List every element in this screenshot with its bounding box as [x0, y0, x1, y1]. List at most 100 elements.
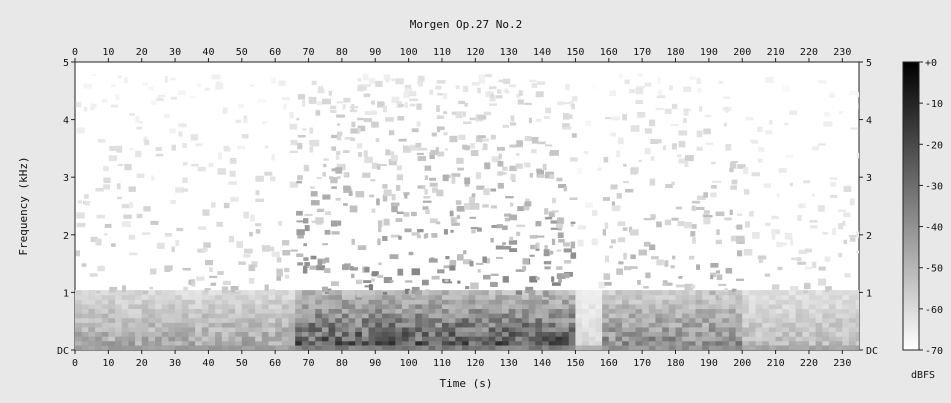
spectro-cell — [75, 313, 83, 319]
spectro-cell — [209, 275, 218, 278]
spectro-cell — [729, 168, 734, 173]
spectro-cell — [417, 185, 424, 189]
spectro-cell — [742, 336, 750, 342]
spectro-cell — [463, 145, 470, 151]
spectro-cell — [441, 336, 450, 342]
spectro-cell — [121, 331, 129, 337]
spectro-cell — [488, 340, 496, 346]
spectro-cell — [608, 317, 616, 323]
spectro-cell — [455, 299, 463, 305]
spectro-cell — [377, 274, 384, 279]
spectro-cell — [662, 331, 670, 337]
spectro-cell — [728, 322, 737, 328]
spectro-cell — [671, 103, 678, 110]
spectro-cell — [728, 326, 737, 333]
spectro-cell — [148, 313, 156, 319]
spectro-cell — [702, 322, 710, 328]
spectro-cell — [625, 188, 634, 193]
spectro-cell — [322, 194, 331, 200]
spectro-cell — [649, 244, 656, 251]
spectro-cell — [301, 294, 310, 300]
spectro-cell — [81, 331, 89, 337]
spectro-cell — [638, 249, 648, 256]
spectro-cell — [268, 294, 276, 300]
spectro-cell — [536, 242, 540, 249]
spectro-cell — [588, 336, 596, 342]
spectro-cell — [615, 290, 623, 296]
spectro-cell — [249, 231, 253, 237]
spectro-cell — [762, 326, 770, 333]
spectro-cell — [341, 264, 349, 271]
spectro-cell — [415, 313, 423, 319]
spectro-cell — [702, 340, 710, 346]
spectro-cell — [395, 326, 403, 333]
spectro-cell — [748, 331, 757, 337]
spectro-cell — [358, 152, 363, 157]
spectro-cell — [542, 308, 550, 314]
spectro-cell — [648, 340, 656, 346]
spectro-cell — [342, 104, 346, 110]
spectro-cell — [89, 273, 98, 277]
spectro-cell — [377, 164, 387, 167]
spectro-cell — [121, 340, 129, 346]
spectro-cell — [522, 326, 530, 333]
spectro-cell — [528, 331, 536, 337]
spectro-cell — [215, 322, 223, 328]
spectro-cell — [315, 294, 323, 300]
spectro-cell — [709, 291, 719, 295]
spectro-cell — [455, 111, 463, 119]
spectro-cell — [304, 213, 313, 217]
spectro-cell — [271, 154, 275, 161]
spectro-cell — [568, 294, 576, 300]
spectro-cell — [516, 153, 520, 156]
spectro-cell — [363, 150, 368, 158]
spectro-cell — [422, 206, 429, 210]
spectro-cell — [518, 90, 523, 96]
spectro-cell — [516, 224, 526, 228]
x-tick-top-label: 180 — [666, 47, 684, 58]
spectro-cell — [148, 299, 156, 305]
spectro-cell — [175, 313, 183, 319]
spectro-cell — [769, 119, 773, 125]
spectro-cell — [382, 291, 388, 295]
x-tick-bottom-label: 120 — [466, 358, 484, 369]
spectro-cell — [488, 303, 496, 310]
spectro-cell — [275, 322, 283, 328]
spectro-cell — [321, 340, 330, 346]
spectro-cell — [768, 340, 777, 346]
spectro-cell — [343, 173, 349, 177]
spectro-cell — [802, 331, 810, 337]
spectro-cell — [623, 163, 627, 167]
spectro-cell — [664, 219, 672, 226]
spectro-cell — [748, 299, 757, 305]
spectro-cell — [604, 222, 609, 229]
spectro-cell — [602, 322, 610, 328]
spectro-cell — [797, 261, 807, 265]
spectro-cell — [535, 336, 543, 342]
spectro-cell — [368, 331, 376, 337]
spectro-cell — [838, 223, 844, 230]
spectro-cell — [315, 336, 323, 342]
spectro-cell — [355, 331, 363, 337]
spectro-cell — [655, 303, 663, 310]
x-tick-bottom-label: 70 — [303, 358, 315, 369]
spectro-cell — [208, 336, 216, 342]
spectro-cell — [702, 294, 710, 300]
spectro-cell — [795, 340, 803, 346]
spectro-cell — [671, 217, 679, 221]
spectro-cell — [555, 299, 563, 305]
y-tick-right-label: 3 — [866, 173, 872, 184]
spectro-cell — [275, 317, 283, 323]
spectro-cell — [455, 303, 463, 310]
spectro-cell — [630, 167, 638, 175]
spectro-cell — [142, 232, 151, 236]
spectro-cell — [582, 326, 590, 333]
spectro-cell — [81, 326, 89, 333]
spectro-cell — [571, 252, 577, 259]
spectro-cell — [575, 331, 583, 337]
spectro-cell — [537, 81, 546, 85]
spectro-cell — [642, 308, 650, 314]
spectro-cell — [255, 299, 263, 305]
spectro-cell — [815, 322, 823, 328]
spectro-cell — [388, 331, 396, 337]
